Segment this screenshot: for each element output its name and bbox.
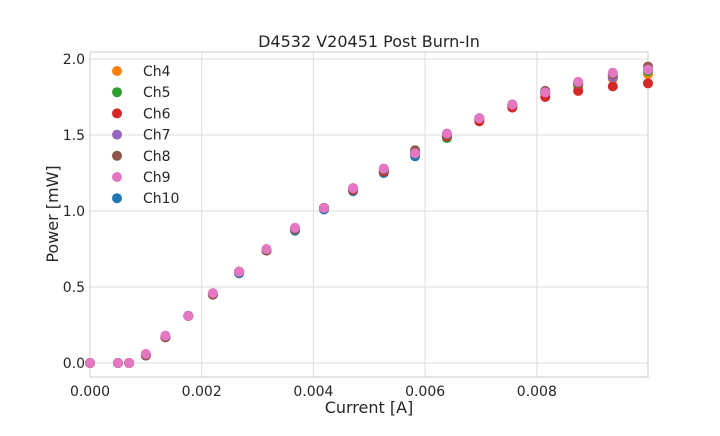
data-point-ch9 <box>261 244 272 255</box>
data-points <box>85 61 653 369</box>
data-point-ch9 <box>140 348 151 359</box>
legend-label-ch9: Ch9 <box>143 170 171 186</box>
data-point-ch9 <box>207 288 218 299</box>
grid <box>89 52 648 377</box>
legend-marker-ch10 <box>112 193 122 204</box>
data-point-ch9 <box>183 310 194 321</box>
data-point-ch9 <box>319 202 330 213</box>
data-point-ch9 <box>85 358 95 369</box>
x-tick-label: 0.000 <box>70 384 110 400</box>
data-point-ch9 <box>234 266 245 277</box>
data-point-ch9 <box>607 67 618 78</box>
x-tick-label: 0.004 <box>293 384 333 400</box>
legend-label-ch10: Ch10 <box>143 191 179 207</box>
legend-marker-ch7 <box>112 129 122 140</box>
data-point-ch9 <box>441 128 452 139</box>
data-point-ch9 <box>289 222 300 233</box>
y-tick-label: 0.5 <box>63 280 85 296</box>
legend: Ch4 Ch5 Ch6 Ch7 Ch8 Ch9 Ch10 <box>112 64 179 207</box>
legend-marker-ch9 <box>112 172 122 182</box>
x-tick-label: 0.006 <box>405 384 445 400</box>
legend-marker-ch8 <box>112 150 122 161</box>
legend-label-ch8: Ch8 <box>143 149 171 165</box>
data-point-ch9 <box>643 64 653 75</box>
data-point-ch6 <box>573 85 584 96</box>
y-tick-label: 2.0 <box>63 52 85 68</box>
y-tick-label: 0.0 <box>63 356 85 372</box>
data-point-ch9 <box>112 358 123 369</box>
x-tick-label: 0.008 <box>517 384 557 400</box>
data-point-ch9 <box>160 330 171 341</box>
data-point-ch6 <box>643 78 653 89</box>
x-axis-label: Current [A] <box>325 398 414 417</box>
y-tick-label: 1.0 <box>63 204 85 220</box>
data-point-ch6 <box>607 81 618 92</box>
legend-label-ch7: Ch7 <box>143 128 171 144</box>
legend-label-ch4: Ch4 <box>143 64 171 80</box>
y-tick-label: 1.5 <box>63 128 85 144</box>
y-axis-label: Power [mW] <box>43 165 62 262</box>
data-point-ch9 <box>378 163 389 174</box>
data-point-ch9 <box>474 113 485 124</box>
data-point-ch9 <box>507 99 518 110</box>
x-tick-label: 0.002 <box>182 384 222 400</box>
data-point-ch9 <box>348 183 359 194</box>
data-point-ch9 <box>540 87 551 98</box>
legend-label-ch6: Ch6 <box>143 106 171 122</box>
chart-title: D4532 V20451 Post Burn-In <box>258 32 480 51</box>
tick-labels: 0.000 0.002 0.004 0.006 0.008 0.0 0.5 1.0 1.5 2.0 <box>63 52 557 400</box>
data-point-ch9 <box>573 76 584 87</box>
data-point-ch9 <box>124 358 135 369</box>
legend-marker-ch5 <box>112 87 122 98</box>
data-point-ch9 <box>410 148 421 159</box>
legend-marker-ch6 <box>112 108 122 119</box>
legend-label-ch5: Ch5 <box>143 85 171 101</box>
plot-frame <box>89 51 649 378</box>
legend-marker-ch4 <box>112 66 122 76</box>
